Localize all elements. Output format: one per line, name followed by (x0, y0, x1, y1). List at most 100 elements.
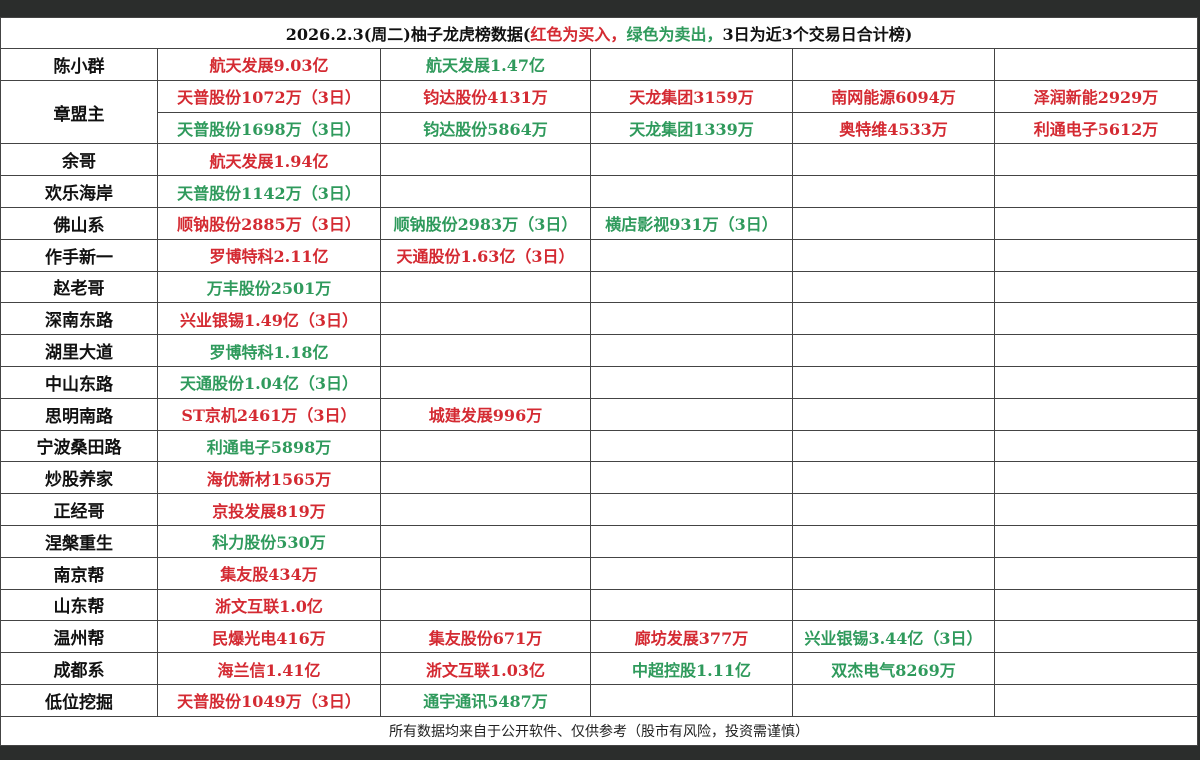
trader-name: 炒股养家 (0, 461, 158, 495)
buy-entry: 京投发展819万 (157, 493, 381, 526)
empty-cell (590, 238, 793, 272)
empty-cell (590, 461, 793, 495)
trader-row: 思明南路 ST京机2461万（3日） 城建发展996万 (0, 397, 1199, 431)
sell-entry: 钧达股份5864万 (380, 111, 591, 145)
trader-row: 陈小群 航天发展9.03亿 航天发展1.47亿 (0, 48, 1199, 81)
trader-row: 正经哥 京投发展819万 (0, 493, 1199, 526)
trader-name: 陈小群 (0, 48, 158, 81)
trader-name: 宁波桑田路 (0, 429, 158, 463)
trader-row: 宁波桑田路 利通电子5898万 (0, 429, 1199, 463)
title-sell-note: 绿色为卖出， (626, 25, 723, 44)
buy-entry: 集友股份671万 (380, 620, 591, 654)
empty-cell (792, 238, 995, 272)
buy-entry: 天普股份1072万（3日） (157, 79, 381, 113)
empty-cell (993, 175, 1199, 208)
trader-name: 佛山系 (0, 206, 158, 240)
sell-entry: 横店影视931万（3日） (590, 206, 793, 240)
buy-entry: 航天发展9.03亿 (157, 48, 381, 81)
empty-cell (380, 461, 591, 495)
empty-cell (792, 429, 995, 463)
empty-cell (590, 397, 793, 431)
trader-name: 赵老哥 (0, 270, 158, 304)
trader-row: 中山东路 天通股份1.04亿（3日） (0, 365, 1199, 399)
sell-entry: 利通电子5898万 (157, 429, 381, 463)
empty-cell (993, 334, 1199, 367)
empty-cell (993, 683, 1199, 717)
disclaimer: 所有数据均来自于公开软件、仅供参考（股市有风险，投资需谨慎） (0, 715, 1199, 746)
buy-entry: 奥特维4533万 (792, 111, 995, 145)
empty-cell (380, 429, 591, 463)
buy-entry: 浙文互联1.03亿 (380, 652, 591, 685)
empty-cell (590, 302, 793, 336)
empty-cell (993, 397, 1199, 431)
buy-entry: 民爆光电416万 (157, 620, 381, 654)
empty-cell (590, 556, 793, 590)
empty-cell (590, 334, 793, 367)
empty-cell (993, 143, 1199, 177)
sell-entry: 双杰电气8269万 (792, 652, 995, 685)
trader-row: 章盟主 天普股份1072万（3日） 钧达股份4131万 天龙集团3159万 南网能源60… (0, 79, 1199, 145)
empty-cell (792, 588, 995, 622)
empty-cell (993, 206, 1199, 240)
empty-cell (993, 270, 1199, 304)
sell-entry: 天龙集团1339万 (590, 111, 793, 145)
buy-entry: 城建发展996万 (380, 397, 591, 431)
sell-entry: 科力股份530万 (157, 524, 381, 558)
empty-cell (792, 365, 995, 399)
empty-cell (792, 556, 995, 590)
sell-entry: 天普股份1698万（3日） (157, 111, 381, 145)
buy-entry: 兴业银锡1.49亿（3日） (157, 302, 381, 336)
empty-cell (380, 175, 591, 208)
empty-cell (380, 556, 591, 590)
empty-cell (590, 365, 793, 399)
trader-name: 湖里大道 (0, 334, 158, 367)
sell-entry: 中超控股1.11亿 (590, 652, 793, 685)
empty-cell (792, 175, 995, 208)
buy-entry: 天普股份1049万（3日） (157, 683, 381, 717)
trader-name: 余哥 (0, 143, 158, 177)
trader-row: 余哥 航天发展1.94亿 (0, 143, 1199, 177)
sell-entry: 顺钠股份2983万（3日） (380, 206, 591, 240)
empty-cell (792, 524, 995, 558)
empty-cell (993, 429, 1199, 463)
title-row: 2026.2.3(周二)柚子龙虎榜数据(红色为买入，绿色为卖出，3日为近3个交易… (0, 17, 1199, 49)
trader-row: 作手新一 罗博特科2.11亿 天通股份1.63亿（3日） (0, 238, 1199, 272)
trader-row: 山东帮 浙文互联1.0亿 (0, 588, 1199, 622)
title-buy-note: 红色为买入， (530, 25, 627, 44)
sell-entry: 通宇通讯5487万 (380, 683, 591, 717)
empty-cell (590, 683, 793, 717)
trader-name: 思明南路 (0, 397, 158, 431)
buy-entry: 集友股434万 (157, 556, 381, 590)
buy-entry: 利通电子5612万 (993, 111, 1199, 145)
trader-row: 欢乐海岸 天普股份1142万（3日） (0, 175, 1199, 208)
dragon-tiger-table-sheet: 2026.2.3(周二)柚子龙虎榜数据(红色为买入，绿色为卖出，3日为近3个交易… (0, 17, 1199, 746)
empty-cell (792, 206, 995, 240)
empty-cell (590, 143, 793, 177)
empty-cell (993, 588, 1199, 622)
empty-cell (380, 365, 591, 399)
trader-name: 欢乐海岸 (0, 175, 158, 208)
empty-cell (792, 48, 995, 81)
trader-name: 低位挖掘 (0, 683, 158, 717)
buy-entry: 海优新材1565万 (157, 461, 381, 495)
sell-entry: 天通股份1.04亿（3日） (157, 365, 381, 399)
trader-name: 南京帮 (0, 556, 158, 590)
buy-entry: 廊坊发展377万 (590, 620, 793, 654)
empty-cell (590, 175, 793, 208)
trader-row: 南京帮 集友股434万 (0, 556, 1199, 590)
empty-cell (993, 48, 1199, 81)
buy-entry: 钧达股份4131万 (380, 79, 591, 113)
empty-cell (993, 461, 1199, 495)
trader-row: 赵老哥 万丰股份2501万 (0, 270, 1199, 304)
trader-row: 低位挖掘 天普股份1049万（3日） 通宇通讯5487万 (0, 683, 1199, 717)
buy-entry: 顺钠股份2885万（3日） (157, 206, 381, 240)
empty-cell (993, 620, 1199, 654)
empty-cell (590, 493, 793, 526)
empty-cell (993, 556, 1199, 590)
empty-cell (792, 461, 995, 495)
trader-name: 山东帮 (0, 588, 158, 622)
trader-row: 天普股份1698万（3日） 钧达股份5864万 天龙集团1339万 奥特维4533万利… (1, 111, 1199, 145)
empty-cell (590, 270, 793, 304)
buy-entry: 海兰信1.41亿 (157, 652, 381, 685)
empty-cell (380, 524, 591, 558)
